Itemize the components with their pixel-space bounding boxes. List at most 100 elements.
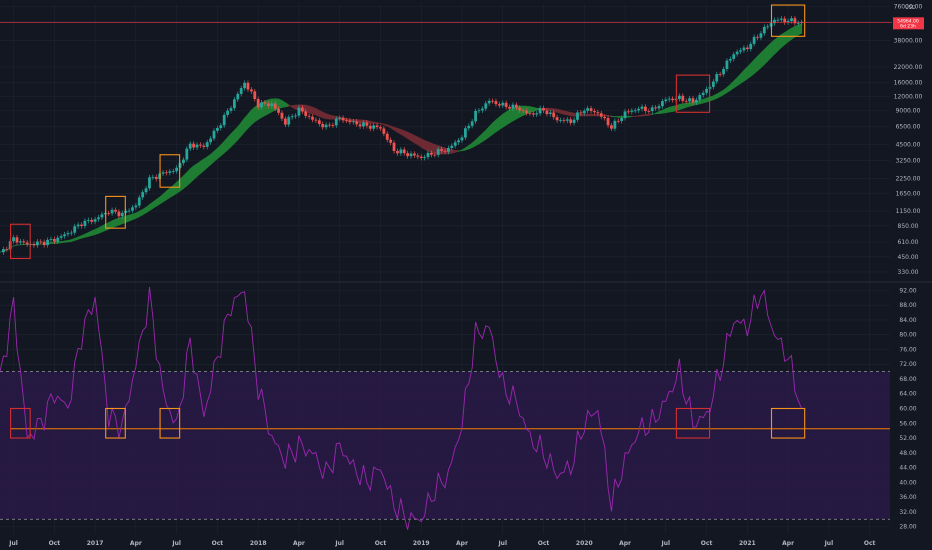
candle-body (596, 112, 600, 114)
candle-body (151, 176, 155, 178)
ribbon-segment (325, 113, 330, 120)
ribbon-segment (580, 113, 585, 117)
candle-body (402, 149, 406, 154)
ribbon-segment (546, 107, 551, 112)
candle-body (266, 103, 270, 106)
candle-body (396, 150, 399, 154)
price-tick-label: 3250.00 (896, 157, 921, 164)
candle-body (542, 108, 545, 111)
candle-body (525, 110, 528, 113)
last-price-tag-bg (893, 17, 924, 30)
candle-body (633, 110, 637, 112)
candle-body (283, 118, 287, 125)
ribbon-segment (784, 29, 789, 46)
candle-body (12, 237, 15, 242)
candle-body (796, 22, 800, 24)
time-tick-label: Jul (334, 540, 344, 547)
candle-body (389, 139, 393, 143)
candle-body (182, 159, 185, 164)
osc-tick-label: 48.00 (899, 450, 916, 457)
candle-body (236, 93, 240, 100)
candle-body (654, 107, 658, 109)
price-tick-label: 330.00 (898, 269, 919, 276)
ribbon-segment (329, 114, 334, 120)
candle-body (474, 110, 477, 122)
candle-body (239, 88, 243, 94)
candle-body (776, 19, 780, 21)
candle-body (317, 120, 321, 124)
candle-body (742, 47, 746, 51)
candle-body (711, 81, 715, 87)
candle-body (562, 120, 566, 121)
candle-body (790, 18, 793, 22)
candle-body (684, 100, 688, 102)
time-tick-label: Oct (538, 540, 550, 547)
oscillator-series-line (0, 287, 803, 530)
ribbon-segment (189, 165, 195, 184)
candle-body (504, 102, 508, 107)
ribbon-segment (709, 95, 714, 102)
ribbon-segment (563, 110, 568, 116)
candle-body (463, 128, 467, 138)
candle-body (18, 241, 22, 243)
candle-body (56, 237, 60, 242)
ribbon-segment (278, 98, 283, 110)
candle-body (565, 119, 569, 121)
ribbon-segment (495, 116, 500, 133)
ribbon-segment (787, 27, 792, 43)
osc-highlight-box (10, 407, 31, 439)
price-tick-label: 2250.00 (896, 175, 921, 182)
candle-body (294, 115, 297, 117)
price-tick-label: 22000.00 (894, 64, 923, 71)
candle-body (270, 103, 274, 106)
candle-body (701, 92, 705, 96)
ribbon-segment (556, 108, 561, 114)
candle-body (436, 149, 440, 155)
candle-body (745, 47, 749, 49)
candle-body (521, 110, 525, 112)
oscillator-axis: 92.00 88.00 84.00 80.00 76.00 72.00 68.00 64.00… (899, 287, 916, 530)
candle-body (572, 119, 576, 123)
candle-body (362, 122, 365, 127)
candle-body (457, 140, 460, 143)
price-highlight-box (159, 154, 181, 188)
ribbon-segment (267, 98, 273, 115)
ribbon-segment (318, 109, 324, 119)
candle-body (715, 74, 719, 82)
price-tick-label: 610.00 (898, 239, 919, 246)
osc-tick-label: 52.00 (899, 435, 916, 442)
ribbon-segment (369, 120, 375, 124)
oscillator-band (0, 371, 890, 520)
time-tick-label: 2018 (250, 540, 267, 547)
ribbon-segment (230, 129, 235, 148)
candle-body (599, 113, 603, 117)
candle-body (338, 117, 342, 119)
candle-body (171, 171, 175, 172)
candle-body (762, 26, 766, 34)
ribbon-segment (125, 214, 130, 224)
candle-body (559, 120, 562, 121)
candle-body (277, 108, 280, 113)
candle-body (117, 211, 121, 217)
candle-body (450, 145, 454, 149)
candle-body (477, 110, 481, 112)
candle-body (664, 99, 668, 102)
ribbon-segment (553, 108, 558, 113)
price-tick-label: 1650.00 (896, 190, 921, 197)
ribbon-segment (685, 102, 690, 108)
candle-body (739, 50, 742, 52)
candle-body (195, 144, 199, 148)
ribbon-segment (614, 116, 619, 118)
candle-body (253, 91, 257, 99)
candle-body (514, 104, 518, 108)
candle-body (307, 115, 311, 117)
time-tick-label: Oct (864, 540, 876, 547)
candle-body (620, 118, 624, 122)
candle-body (688, 98, 691, 102)
ribbon-segment (780, 31, 786, 49)
candle-body (120, 212, 124, 217)
ribbon-segment (50, 241, 55, 244)
candle-body (732, 54, 736, 59)
